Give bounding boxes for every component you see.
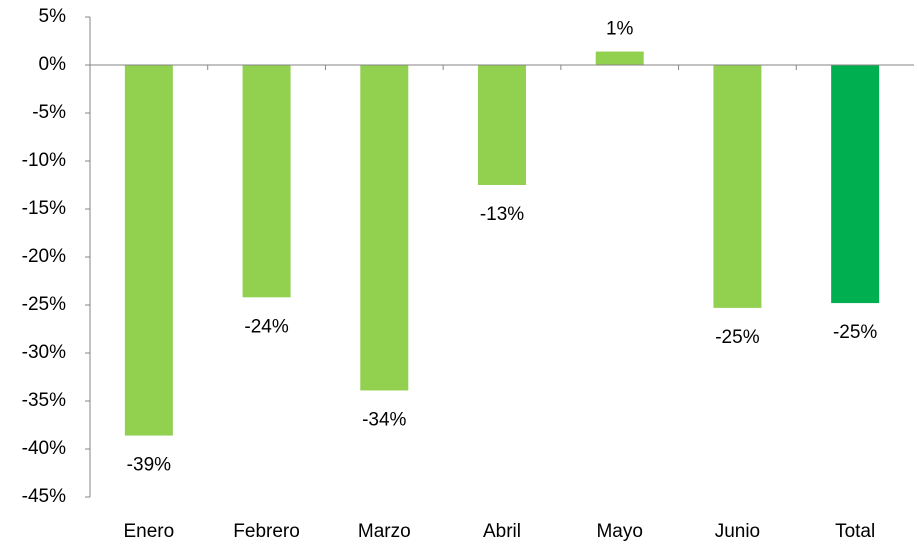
y-tick-label: -5%: [32, 102, 66, 123]
value-label: -13%: [480, 204, 524, 225]
x-tick-label: Junio: [715, 521, 760, 542]
y-tick-label: -10%: [22, 150, 66, 171]
y-tick-label: 0%: [39, 54, 67, 75]
y-tick-label: -30%: [22, 342, 66, 363]
y-tick-label: -20%: [22, 246, 66, 267]
bar: [360, 65, 409, 391]
x-tick-label: Marzo: [358, 521, 411, 542]
value-label: -34%: [362, 409, 406, 430]
x-tick-label: Febrero: [233, 521, 300, 542]
value-label: 1%: [606, 19, 634, 40]
x-tick-label: Enero: [124, 521, 175, 542]
y-tick-label: -45%: [22, 486, 66, 507]
bar: [478, 65, 526, 185]
value-label: -25%: [833, 322, 877, 343]
x-tick-label: Total: [835, 521, 875, 542]
y-tick-label: -15%: [22, 198, 66, 219]
bar: [831, 65, 880, 304]
bar: [124, 65, 173, 436]
x-tick-label: Abril: [483, 521, 521, 542]
value-label: -24%: [244, 316, 288, 337]
bar: [713, 65, 762, 308]
y-tick-label: 5%: [39, 6, 67, 27]
y-tick-label: -25%: [22, 294, 66, 315]
y-tick-label: -40%: [22, 438, 66, 459]
y-tick-label: -35%: [22, 390, 66, 411]
x-tick-label: Mayo: [596, 521, 642, 542]
value-label: -25%: [715, 327, 759, 348]
value-label: -39%: [127, 455, 171, 476]
bar: [242, 65, 291, 298]
bar: [595, 51, 644, 65]
